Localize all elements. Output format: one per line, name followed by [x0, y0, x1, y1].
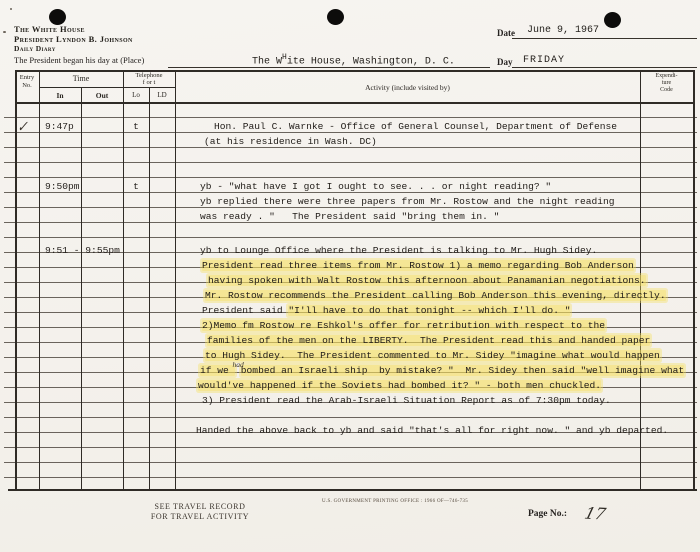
activity-text: 3) President read the Arab-Israeli Situa… — [202, 395, 611, 406]
highlighted-text: bombed an Israeli ship by mistake? " Mr.… — [240, 365, 685, 376]
activity-line: yb to Lounge Office where the President … — [200, 243, 696, 258]
org-doc-type: Daily Diary — [14, 44, 56, 53]
activity-text: was ready . " The President said "bring … — [200, 211, 500, 222]
header-bottom-border — [15, 102, 694, 104]
highlighted-text: families of the men on the LIBERTY. The … — [207, 335, 651, 346]
col-header-expenditure: Code — [660, 87, 673, 93]
activity-line — [200, 408, 696, 423]
activity-line: yb replied there were three papers from … — [200, 194, 696, 209]
page-number-label: Page No.: — [528, 509, 568, 519]
col-header-expenditure: Expendi- — [655, 73, 678, 79]
highlighted-text: 2)Memo fm Rostow re Eshkol's offer for r… — [202, 320, 606, 331]
highlighted-text: Mr. Rostow recommends the President call… — [205, 290, 666, 301]
activity-line: would've happened if the Soviets had bom… — [198, 378, 696, 393]
activity-lines: yb to Lounge Office where the President … — [196, 243, 696, 438]
activity-line: Hon. Paul C. Warnke - Office of General … — [214, 119, 696, 134]
activity-line: families of the men on the LIBERTY. The … — [207, 333, 696, 348]
hole-punch-dot — [327, 9, 344, 25]
org-name: The White House — [14, 24, 85, 34]
activity-text: (at his residence in Wash. DC) — [204, 136, 377, 147]
place-underline — [168, 67, 490, 68]
activity-lines: yb - "what have I got I ought to see. . … — [200, 179, 696, 224]
travel-record-line: FOR TRAVEL ACTIVITY — [150, 511, 250, 521]
column-divider — [123, 70, 124, 490]
activity-text: yb - "what have I got I ought to see. . … — [200, 181, 552, 192]
place-text: The W — [252, 56, 283, 68]
table-bottom-border — [8, 489, 697, 491]
time-in-value: 9:51 - 9:55pm — [45, 245, 120, 256]
activity-lines: Hon. Paul C. Warnke - Office of General … — [200, 119, 696, 149]
column-divider — [39, 70, 40, 490]
activity-line: was ready . " The President said "bring … — [200, 209, 696, 224]
highlighted-text: to Hugh Sidey. The President commented t… — [205, 350, 660, 361]
col-header-lo: Lo — [132, 91, 140, 99]
col-header-telephone: Telephone — [135, 72, 163, 79]
activity-line: President read three items from Mr. Rost… — [202, 258, 696, 273]
telephone-type-value: t — [133, 121, 139, 132]
column-divider — [81, 87, 82, 490]
activity-line: yb - "what have I got I ought to see. . … — [200, 179, 696, 194]
time-in-value: 9:47p — [45, 121, 74, 132]
gpo-imprint: U.S. GOVERNMENT PRINTING OFFICE : 1966 O… — [322, 499, 469, 504]
highlighted-text: if we — [200, 365, 235, 376]
activity-text: President said — [202, 305, 289, 316]
scan-speck — [10, 8, 12, 10]
col-header-ld: LD — [157, 91, 167, 99]
col-header-time: Time — [72, 74, 90, 83]
col-header-entry: Entry — [19, 74, 35, 81]
handwritten-page-number: 17 — [582, 503, 608, 524]
page-number-value: 17 — [582, 503, 608, 524]
highlighted-text: having spoken with Walt Rostow this afte… — [208, 275, 646, 286]
column-divider — [149, 87, 150, 490]
activity-text: yb to Lounge Office where the President … — [200, 245, 598, 256]
table-left-border — [15, 70, 17, 490]
org-president: President Lyndon B. Johnson — [14, 34, 133, 44]
highlighted-text: would've happened if the Soviets had bom… — [198, 380, 602, 391]
highlighted-text: President read three items from Mr. Rost… — [202, 260, 634, 271]
table-right-border — [693, 70, 695, 490]
activity-line: Mr. Rostow recommends the President call… — [205, 288, 696, 303]
began-day-label: The President began his day at (Place) — [14, 55, 145, 65]
date-label: Date — [497, 28, 515, 38]
handwritten-insert: had — [232, 360, 244, 369]
col-header-f-or-t: f or t — [142, 79, 156, 86]
activity-line: (at his residence in Wash. DC) — [204, 134, 696, 149]
activity-line: 2)Memo fm Rostow re Eshkol's offer for r… — [202, 318, 696, 333]
activity-line: if we hadbombed an Israeli ship by mista… — [200, 360, 696, 378]
col-header-entry-no: No. — [22, 82, 32, 89]
date-underline — [512, 38, 697, 39]
hole-punch-dot — [49, 9, 66, 25]
date-value: June 9, 1967 — [527, 25, 600, 36]
subheader-divider — [39, 87, 175, 88]
place-superscript: H — [282, 53, 287, 62]
activity-line: Handed the above back to yb and said "th… — [196, 423, 696, 438]
hole-punch-dot — [604, 12, 621, 28]
travel-record-note: SEE TRAVEL RECORD FOR TRAVEL ACTIVITY — [130, 502, 270, 521]
activity-line: 3) President read the Arab-Israeli Situa… — [202, 393, 696, 408]
activity-line: to Hugh Sidey. The President commented t… — [205, 348, 696, 363]
day-underline — [512, 67, 697, 68]
place-text: ite House, Washington, D. C. — [286, 56, 455, 68]
activity-line: having spoken with Walt Rostow this afte… — [208, 273, 696, 288]
col-header-out: Out — [95, 91, 109, 100]
highlighted-text: "I'll have to do that tonight -- which I… — [288, 305, 571, 316]
day-value: FRIDAY — [523, 55, 566, 66]
table-top-border — [15, 70, 694, 72]
travel-record-line: SEE TRAVEL RECORD — [154, 502, 246, 511]
day-label: Day — [497, 57, 513, 67]
col-header-activity: Activity (include visited by) — [365, 83, 450, 92]
time-in-value: 9:50pm — [45, 181, 80, 192]
activity-text: Hon. Paul C. Warnke - Office of General … — [214, 121, 618, 132]
col-header-expenditure: ture — [661, 80, 672, 86]
place-value: The WHite House, Washington, D. C. — [252, 53, 455, 67]
scan-speck — [3, 31, 6, 33]
entry-checkmark: ✓ — [16, 117, 29, 136]
column-divider — [175, 70, 176, 490]
telephone-type-value: t — [133, 181, 139, 192]
col-header-in: In — [56, 91, 64, 100]
activity-text: yb replied there were three papers from … — [200, 196, 615, 207]
activity-text: Handed the above back to yb and said "th… — [196, 425, 669, 436]
activity-line: President said "I'll have to do that ton… — [202, 303, 696, 318]
